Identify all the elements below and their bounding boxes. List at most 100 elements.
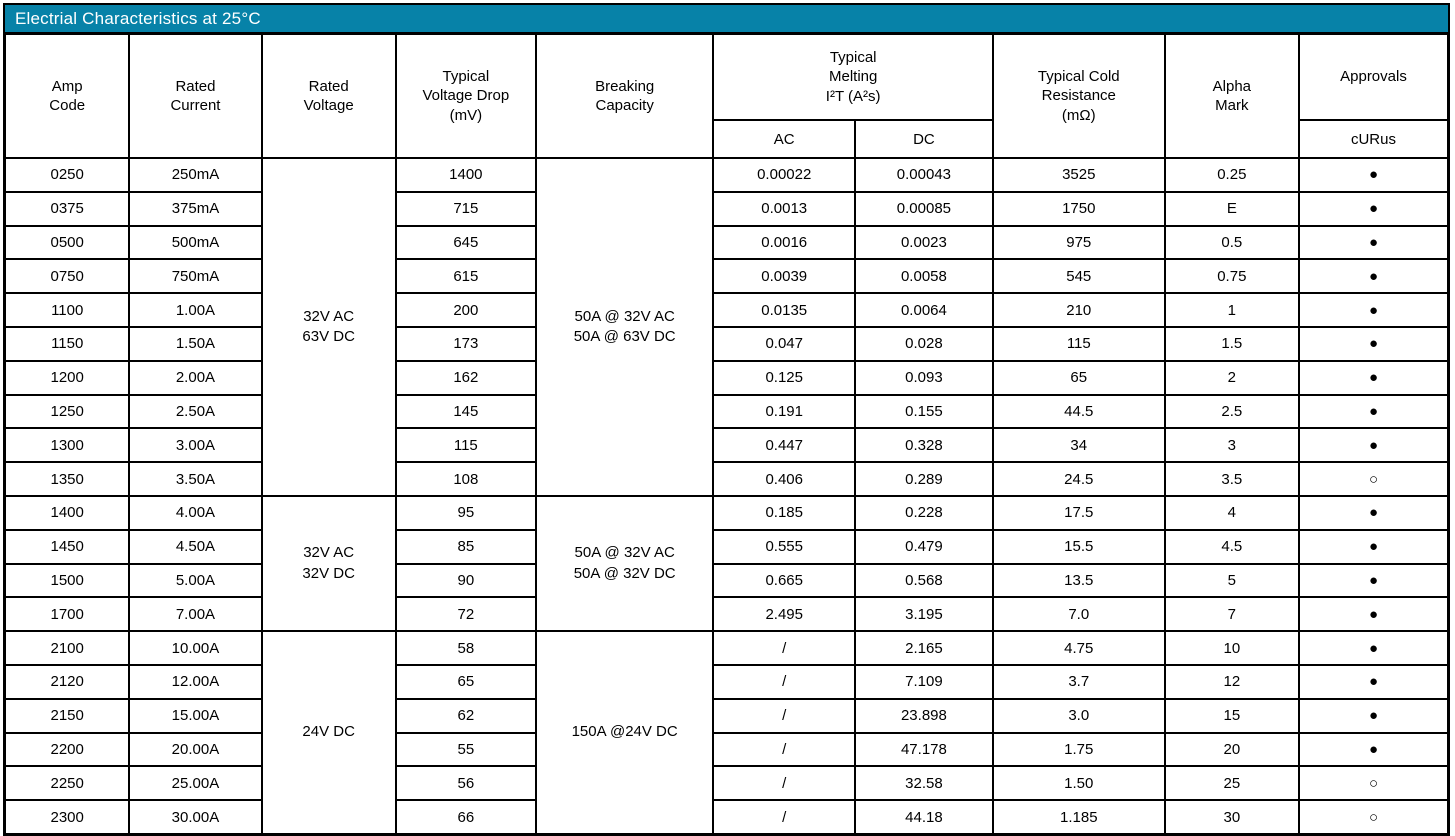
melting-i2t-ac-cell: 0.0016: [712, 224, 856, 261]
amp-code-cell: 1700: [3, 596, 131, 633]
melting-i2t-ac-cell: /: [712, 630, 856, 666]
rated-current-cell: 7.00A: [128, 596, 263, 633]
voltage-drop-cell: 72: [394, 596, 537, 633]
alpha-mark-cell: 10: [1163, 630, 1300, 666]
melting-i2t-ac-cell: 0.047: [712, 325, 856, 362]
table-row: 1200 2.00A 162 0.125 0.093 65 2 ●: [3, 359, 1450, 396]
melting-i2t-ac-cell: 0.0013: [712, 190, 856, 227]
approval-mark-cell: ●: [1297, 224, 1450, 261]
melting-i2t-ac-cell: /: [712, 731, 856, 768]
table-row: 1350 3.50A 108 0.406 0.289 24.5 3.5 ○: [3, 461, 1450, 497]
amp-code-cell: 2120: [3, 663, 131, 700]
approval-mark-cell: ●: [1297, 596, 1450, 633]
voltage-drop-cell: 715: [394, 190, 537, 227]
amp-code-cell: 2250: [3, 765, 131, 802]
cold-resistance-cell: 7.0: [991, 596, 1166, 633]
melting-i2t-dc-cell: 47.178: [853, 731, 994, 768]
melting-i2t-dc-cell: 7.109: [853, 663, 994, 700]
melting-i2t-dc-cell: 2.165: [853, 630, 994, 666]
rated-current-cell: 3.50A: [128, 461, 263, 497]
cold-resistance-cell: 17.5: [991, 494, 1166, 531]
alpha-mark-cell: 4.5: [1163, 528, 1300, 565]
approval-mark-cell: ●: [1297, 731, 1450, 768]
table-row: 1250 2.50A 145 0.191 0.155 44.5 2.5 ●: [3, 393, 1450, 430]
alpha-mark-cell: 20: [1163, 731, 1300, 768]
melting-i2t-dc-cell: 0.093: [853, 359, 994, 396]
cold-resistance-cell: 3.7: [991, 663, 1166, 700]
table-row: 2100 10.00A 24V DC 58 150A @24V DC/2.165 4.75…: [3, 630, 1450, 836]
col-header-approvals: Approvals: [1297, 32, 1450, 121]
col-header-alpha-mark: Alpha Mark: [1163, 32, 1300, 159]
table-row: 2150 15.00A 62 /23.898 3.0 15 ●: [3, 697, 1450, 734]
melting-i2t-ac-cell: 0.00022: [712, 157, 856, 193]
approval-mark-cell: ●: [1297, 427, 1450, 464]
approval-mark-cell: ●: [1297, 258, 1450, 295]
approval-mark-cell: ○: [1297, 765, 1450, 802]
melting-i2t-ac-cell: 0.555: [712, 528, 856, 565]
table-row: 0750 750mA 615 0.0039 0.0058 545 0.75 ●: [3, 258, 1450, 295]
melting-i2t-ac-cell: 0.406: [712, 461, 856, 497]
alpha-mark-cell: 3.5: [1163, 461, 1300, 497]
alpha-mark-cell: 0.75: [1163, 258, 1300, 295]
col-header-melting-ac: AC: [712, 119, 856, 159]
alpha-mark-cell: 25: [1163, 765, 1300, 802]
melting-i2t-dc-cell: 0.00085: [853, 190, 994, 227]
alpha-mark-cell: E: [1163, 190, 1300, 227]
rated-voltage-cell: 32V AC 32V DC: [260, 494, 397, 633]
table-row: 1400 4.00A 32V AC 32V DC 95 50A @ 32V AC 50A…: [3, 494, 1450, 633]
alpha-mark-cell: 4: [1163, 494, 1300, 531]
amp-code-cell: 1400: [3, 494, 131, 531]
melting-i2t-ac-cell: 0.665: [712, 562, 856, 599]
amp-code-cell: 1100: [3, 292, 131, 328]
melting-i2t-ac-cell: /: [712, 799, 856, 836]
voltage-drop-cell: 173: [394, 325, 537, 362]
table-row: 1300 3.00A 115 0.447 0.328 34 3 ●: [3, 427, 1450, 464]
melting-i2t-dc-cell: 0.228: [853, 494, 994, 531]
rated-current-cell: 30.00A: [128, 799, 263, 836]
approval-mark-cell: ●: [1297, 190, 1450, 227]
amp-code-cell: 1250: [3, 393, 131, 430]
melting-i2t-dc-cell: 3.195: [853, 596, 994, 633]
col-header-melting-i2t: Typical Melting I²T (A²s): [712, 32, 994, 121]
table-row: 1150 1.50A 173 0.047 0.028 115 1.5 ●: [3, 325, 1450, 362]
cold-resistance-cell: 34: [991, 427, 1166, 464]
col-header-breaking-capacity: Breaking Capacity: [534, 32, 715, 159]
melting-i2t-ac-cell: 0.185: [712, 494, 856, 531]
cold-resistance-cell: 44.5: [991, 393, 1166, 430]
alpha-mark-cell: 1.5: [1163, 325, 1300, 362]
voltage-drop-cell: 65: [394, 663, 537, 700]
cold-resistance-cell: 1750: [991, 190, 1166, 227]
col-header-melting-dc: DC: [853, 119, 994, 159]
amp-code-cell: 2200: [3, 731, 131, 768]
rated-current-cell: 500mA: [128, 224, 263, 261]
cold-resistance-cell: 975: [991, 224, 1166, 261]
voltage-drop-cell: 115: [394, 427, 537, 464]
rated-current-cell: 4.50A: [128, 528, 263, 565]
cold-resistance-cell: 3525: [991, 157, 1166, 193]
rated-current-cell: 2.50A: [128, 393, 263, 430]
rated-current-cell: 15.00A: [128, 697, 263, 734]
col-header-amp-code: Amp Code: [3, 32, 131, 159]
rated-current-cell: 25.00A: [128, 765, 263, 802]
melting-i2t-dc-cell: 0.328: [853, 427, 994, 464]
col-header-rated-current: Rated Current: [128, 32, 263, 159]
rated-current-cell: 750mA: [128, 258, 263, 295]
alpha-mark-cell: 0.25: [1163, 157, 1300, 193]
rated-current-cell: 10.00A: [128, 630, 263, 666]
cold-resistance-cell: 115: [991, 325, 1166, 362]
amp-code-cell: 1200: [3, 359, 131, 396]
breaking-capacity-cell: 150A @24V DC: [534, 630, 715, 836]
voltage-drop-cell: 200: [394, 292, 537, 328]
cold-resistance-cell: 15.5: [991, 528, 1166, 565]
voltage-drop-cell: 145: [394, 393, 537, 430]
melting-i2t-dc-cell: 0.289: [853, 461, 994, 497]
approval-mark-cell: ○: [1297, 799, 1450, 836]
amp-code-cell: 0750: [3, 258, 131, 295]
approval-mark-cell: ●: [1297, 663, 1450, 700]
melting-i2t-dc-cell: 0.028: [853, 325, 994, 362]
amp-code-cell: 0250: [3, 157, 131, 193]
approval-mark-cell: ●: [1297, 630, 1450, 666]
amp-code-cell: 1350: [3, 461, 131, 497]
amp-code-cell: 1150: [3, 325, 131, 362]
table-title-bar: Electrial Characteristics at 25°C: [3, 3, 1450, 32]
